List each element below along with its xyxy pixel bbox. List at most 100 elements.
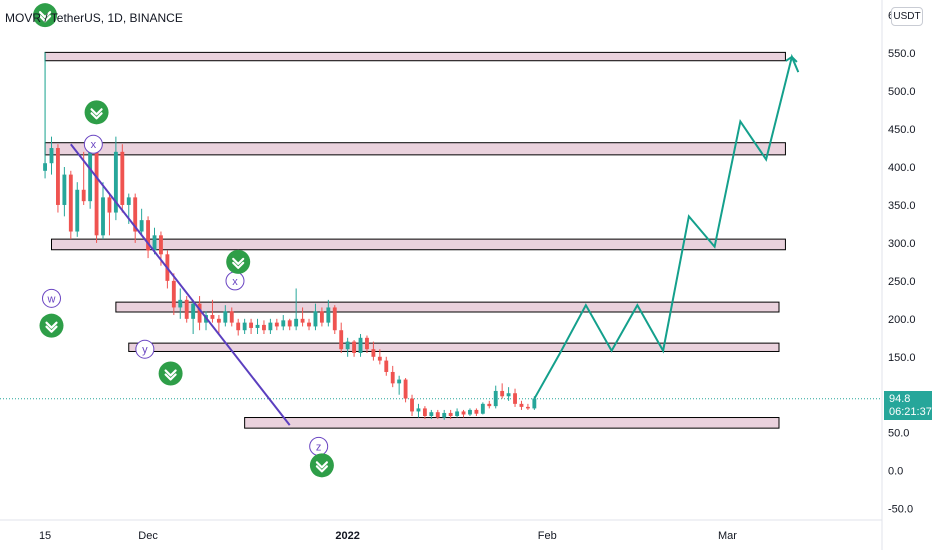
candle-body — [146, 220, 151, 251]
candle-body — [216, 318, 221, 323]
candle-body — [88, 148, 93, 202]
candle-body — [68, 174, 73, 232]
candle-body — [448, 412, 453, 416]
descending-trendline — [70, 143, 291, 426]
x-tick-label: Mar — [718, 530, 737, 542]
support-resistance-zone — [44, 51, 786, 62]
y-tick-label: 50.0 — [888, 428, 909, 440]
candle-body — [377, 356, 382, 361]
x-tick-label: Dec — [138, 530, 158, 542]
candle-body — [56, 148, 60, 205]
candle-body — [255, 324, 260, 328]
candle-body — [532, 398, 537, 409]
y-tick-label: 500.0 — [888, 86, 916, 98]
candle-body — [107, 197, 112, 213]
candle-body — [390, 371, 395, 384]
wave-label: x — [232, 276, 238, 288]
candle-body — [403, 379, 408, 399]
y-tick-label: -50.0 — [888, 504, 913, 516]
candle-body — [358, 337, 363, 353]
candle-body — [274, 322, 279, 327]
last-price-tag: 94.8 06:21:37 — [884, 391, 932, 420]
candle-body — [500, 390, 505, 397]
chevron-down-icon — [164, 369, 177, 381]
projection-arrowhead — [785, 55, 798, 63]
candle-body — [468, 409, 472, 415]
candle-body — [294, 318, 299, 327]
candle-body — [191, 303, 196, 319]
chevron-badge-icon — [84, 100, 109, 125]
chevron-down-icon — [315, 461, 328, 473]
drawings — [70, 53, 800, 426]
candle-body — [126, 197, 131, 205]
candle-body — [506, 393, 511, 397]
support-resistance-zone — [51, 238, 786, 251]
support-resistance-zone — [44, 142, 786, 156]
y-tick-label: 0.0 — [888, 466, 903, 478]
candle-body — [519, 403, 524, 407]
candle-body — [81, 189, 86, 202]
y-tick-label: 250.0 — [888, 276, 916, 288]
symbol-title[interactable]: MOVR / TetherUS, 1D, BINANCE — [5, 11, 183, 25]
candle-body — [210, 315, 215, 319]
candle-body — [268, 322, 273, 331]
candle-body — [416, 408, 421, 412]
candle-body — [113, 151, 118, 213]
candle-body — [352, 341, 357, 353]
candle-body — [493, 390, 498, 407]
candle-body — [262, 324, 266, 331]
candle-body — [94, 148, 99, 236]
chevron-down-icon — [38, 11, 52, 23]
y-tick-label: 300.0 — [888, 238, 916, 250]
candle-body — [49, 148, 54, 164]
candle-body — [435, 412, 440, 418]
support-resistance-zone — [128, 342, 780, 352]
wave-label: w — [47, 293, 56, 305]
candle-body — [249, 322, 254, 328]
candle-body — [139, 220, 144, 232]
candle-body — [525, 406, 530, 409]
zones — [44, 51, 786, 429]
y-tick-label: 200.0 — [888, 314, 916, 326]
y-tick-label: 550.0 — [888, 48, 916, 60]
candle-body — [487, 403, 492, 407]
chevron-badge-icon — [39, 313, 64, 338]
candle-body — [133, 197, 138, 232]
y-tick-label: 350.0 — [888, 200, 916, 212]
candle-body — [365, 337, 369, 350]
chevron-down-icon — [232, 257, 245, 269]
wave-label-circle — [135, 339, 155, 359]
candle-body — [397, 379, 402, 384]
chevron-down-icon — [45, 321, 58, 333]
candle-body — [461, 411, 466, 415]
candle-body — [75, 189, 80, 232]
candle-body — [236, 322, 241, 331]
candle-body — [455, 411, 460, 416]
projection-path — [533, 53, 800, 400]
candle-body — [223, 311, 228, 323]
chevron-badge-icon — [158, 361, 183, 386]
candle-body — [319, 311, 324, 323]
wave-label-circle — [42, 288, 62, 308]
candle-body — [384, 360, 389, 372]
candle-body — [307, 322, 311, 327]
candle-body — [43, 163, 47, 171]
candle-body — [159, 235, 163, 255]
candle-body — [242, 322, 247, 331]
annotations: w x y x z — [33, 3, 334, 478]
candle-body — [474, 409, 479, 414]
chevron-badge-icon — [309, 453, 334, 478]
candle-body — [287, 320, 292, 327]
chevron-down-icon — [90, 108, 103, 120]
currency-button[interactable]: USDT — [891, 7, 923, 26]
x-tick-label: Feb — [538, 530, 557, 542]
candle-body — [332, 307, 337, 331]
candle-body — [345, 341, 350, 350]
wave-label: y — [142, 344, 148, 356]
chevron-badge-icon — [226, 249, 251, 274]
candle-body — [422, 408, 427, 416]
candle-body — [120, 151, 125, 205]
support-resistance-zone — [244, 417, 780, 429]
